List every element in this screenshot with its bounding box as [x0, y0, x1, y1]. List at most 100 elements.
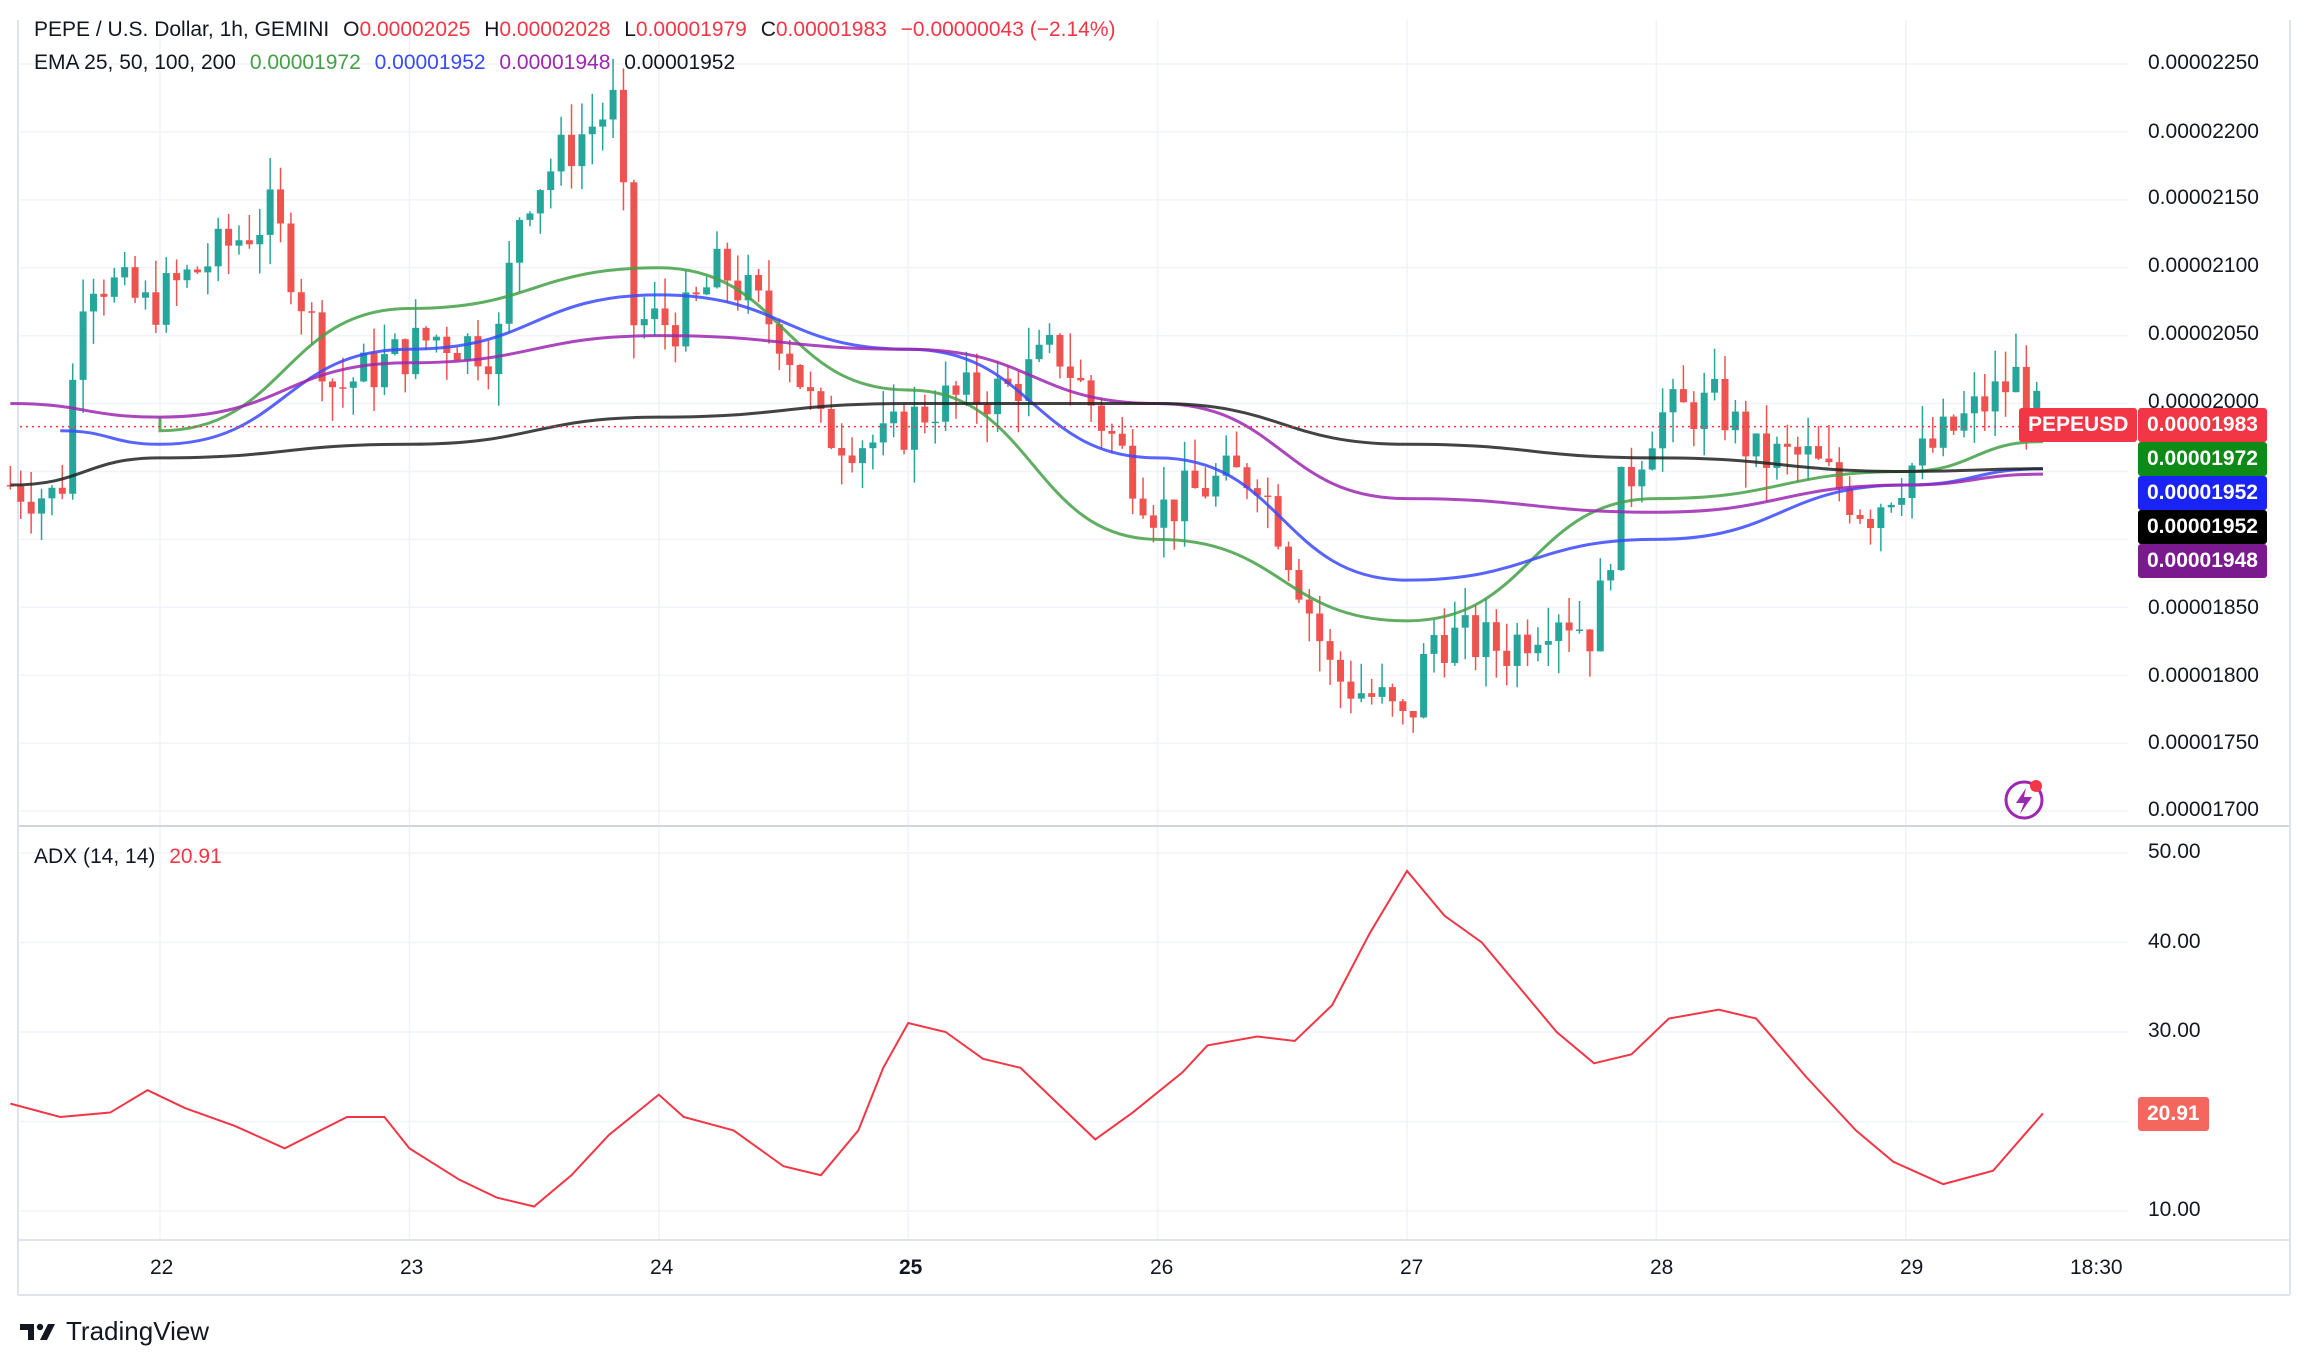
candle-body	[775, 324, 783, 354]
candle-body	[1690, 402, 1698, 430]
candle-body	[1243, 467, 1251, 489]
adx-tick: 40.00	[2148, 930, 2201, 953]
candle-body	[619, 89, 627, 183]
candle-body	[869, 442, 877, 449]
candle-body	[1773, 443, 1781, 468]
candle-body	[1866, 518, 1874, 529]
adx-tick: 50.00	[2148, 840, 2201, 863]
tradingview-logo[interactable]: TradingView	[18, 1316, 209, 1347]
candle-body	[193, 269, 201, 273]
price-tick: 0.00002250	[2148, 51, 2259, 74]
candle-body	[838, 448, 846, 456]
candle-body	[1970, 396, 1978, 414]
candle-body	[287, 223, 295, 293]
candle-body	[1118, 433, 1126, 446]
ema-line	[10, 334, 2043, 514]
candle-body	[1721, 379, 1729, 431]
candle-body	[214, 228, 222, 267]
candle-body	[505, 262, 513, 324]
candle-body	[1492, 622, 1500, 651]
candle-body	[1825, 458, 1833, 463]
candle-body	[464, 336, 472, 361]
candle-body	[557, 134, 565, 172]
candle-body	[1066, 366, 1074, 378]
ema200-value: 0.00001952	[624, 51, 736, 74]
candle-body	[1877, 507, 1885, 529]
candle-body	[796, 365, 804, 388]
candle-body	[245, 240, 253, 245]
candle-body	[1711, 379, 1719, 393]
candle-body	[640, 319, 648, 326]
time-tick: 29	[1900, 1256, 1924, 1279]
close-value: 0.00001983	[775, 18, 887, 41]
candle-body	[1108, 430, 1116, 434]
candle-body	[27, 501, 35, 514]
candle-body	[443, 336, 451, 354]
candle-body	[786, 353, 794, 366]
price-tick: 0.00001800	[2148, 664, 2259, 687]
candle-body	[1399, 701, 1407, 712]
candle-body	[17, 485, 25, 502]
candle-body	[692, 292, 700, 295]
candle-body	[225, 228, 233, 246]
candle-body	[204, 266, 212, 273]
candle-body	[1409, 711, 1417, 718]
adx-tick: 10.00	[2148, 1198, 2201, 1221]
candle-body	[1347, 681, 1355, 699]
candle-body	[1326, 641, 1334, 660]
candle-body	[1607, 570, 1615, 581]
candle-body	[1887, 504, 1895, 508]
adx-legend[interactable]: ADX (14, 14) 20.91	[34, 845, 230, 869]
time-tick: 26	[1150, 1256, 1174, 1279]
high-label: H	[484, 18, 500, 41]
symbol-price-tag: PEPEUSD	[2019, 408, 2138, 442]
candle-body	[69, 379, 77, 494]
candle-body	[1430, 634, 1438, 654]
candle-body	[339, 387, 347, 389]
candle-body	[1617, 467, 1625, 571]
candle-body	[536, 190, 544, 214]
candle-body	[1305, 599, 1313, 614]
candle-body	[1898, 497, 1906, 505]
candle-body	[100, 293, 108, 297]
adx-last-label: 20.91	[2138, 1097, 2209, 1131]
candle-body	[682, 292, 690, 347]
adx-label: ADX (14, 14)	[34, 845, 156, 868]
ema100-price-label: 0.00001948	[2138, 544, 2267, 578]
candle-body	[38, 498, 46, 514]
candle-body	[858, 448, 866, 464]
ohlc-close: C0.00001983	[761, 18, 887, 41]
candle-body	[827, 408, 835, 449]
candle-body	[983, 404, 991, 415]
brand-name: TradingView	[66, 1316, 210, 1346]
candle-body	[1815, 446, 1823, 459]
candle-body	[1139, 498, 1147, 516]
candle-body	[588, 126, 596, 135]
low-value: 0.00001979	[635, 18, 747, 41]
candle-body	[1149, 515, 1157, 528]
candle-body	[370, 352, 378, 388]
time-tick: 25	[899, 1256, 923, 1279]
candle-body	[1129, 445, 1137, 499]
time-tick: 23	[400, 1256, 424, 1279]
candle-body	[1357, 693, 1365, 699]
candle-body	[1960, 413, 1968, 431]
candle-body	[1576, 629, 1584, 632]
candle-body	[1981, 396, 1989, 412]
tradingview-icon	[20, 1323, 55, 1340]
candle-body	[2033, 390, 2041, 417]
candle-body	[910, 406, 918, 450]
candle-body	[1461, 615, 1469, 628]
candle-body	[1378, 687, 1386, 697]
alert-bolt-icon[interactable]	[2004, 780, 2044, 820]
candle-body	[412, 327, 420, 375]
candle-body	[1316, 613, 1324, 642]
candle-body	[1856, 514, 1864, 519]
ema-legend[interactable]: EMA 25, 50, 100, 200 0.00001972 0.000019…	[34, 51, 743, 75]
ema-line	[158, 266, 2043, 623]
candle-body	[1170, 499, 1178, 522]
candle-body	[391, 339, 399, 355]
ema-line	[60, 293, 2043, 582]
candle-body	[256, 234, 264, 245]
